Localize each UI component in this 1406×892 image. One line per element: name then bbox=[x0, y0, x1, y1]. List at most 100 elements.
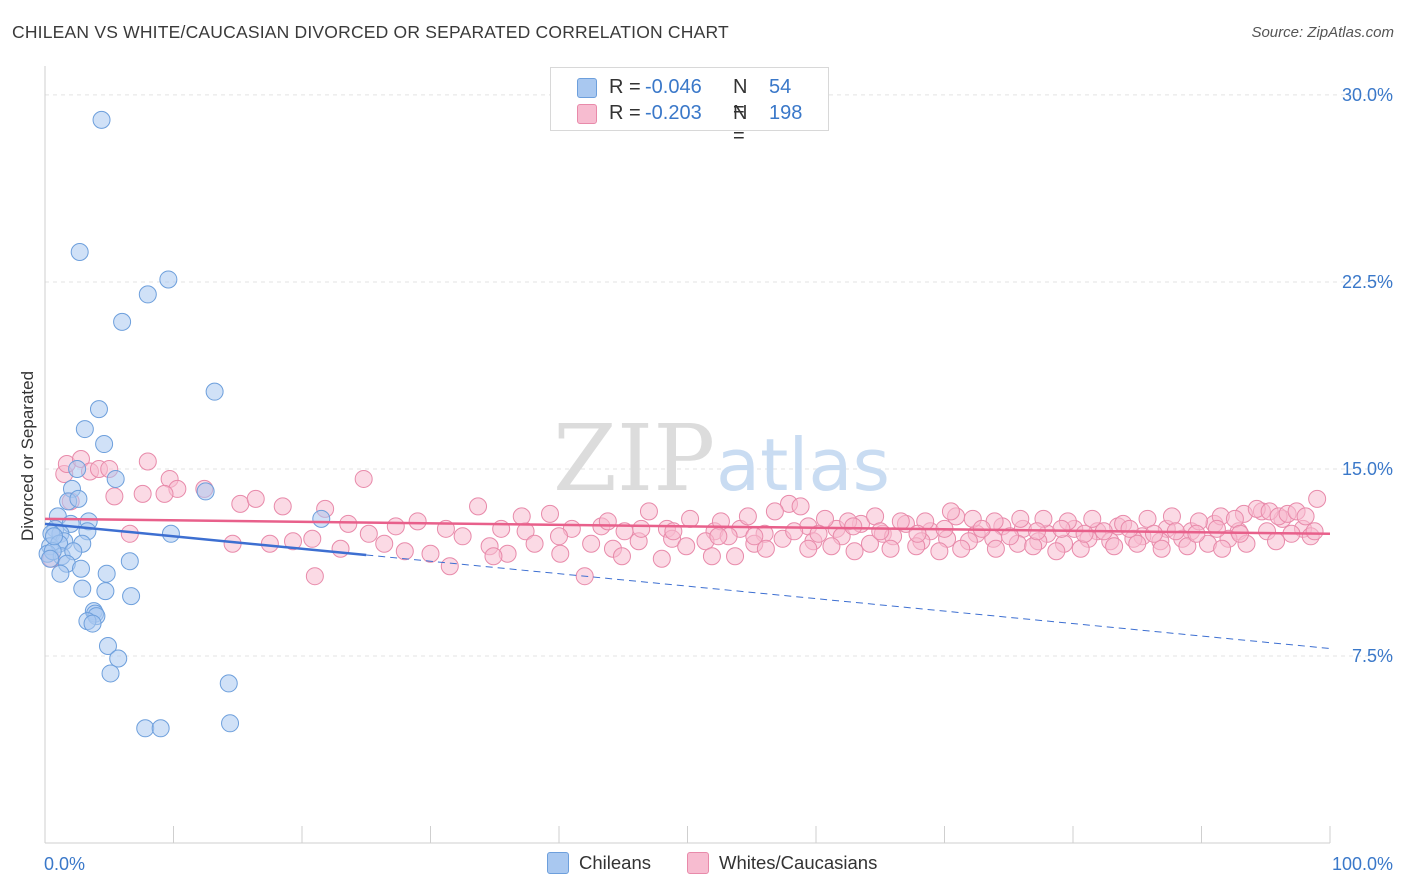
whites-caucasians-point bbox=[866, 507, 885, 526]
legend-n-value: 198 bbox=[769, 102, 803, 124]
chileans-point bbox=[92, 110, 111, 129]
whites-caucasians-point bbox=[785, 522, 804, 541]
chileans-trend-line bbox=[44, 522, 367, 557]
whites-caucasians-point bbox=[952, 539, 971, 558]
whites-caucasians-point bbox=[440, 557, 459, 576]
watermark-zip: ZIP bbox=[553, 405, 715, 512]
whites-caucasians-point bbox=[339, 514, 358, 533]
series-legend: Chileans Whites/Caucasians bbox=[0, 852, 1406, 878]
whites-caucasians-point bbox=[408, 512, 427, 531]
chileans-point bbox=[113, 312, 132, 331]
whites-caucasians-point bbox=[469, 497, 488, 516]
y-axis-title: Divorced or Separated bbox=[18, 371, 37, 541]
whites-caucasians-point bbox=[512, 507, 531, 526]
whites-caucasians-point bbox=[860, 534, 879, 553]
chileans-point bbox=[97, 564, 116, 583]
whites-caucasians-point bbox=[726, 547, 745, 566]
whites-caucasians-point bbox=[1308, 489, 1327, 508]
whites-caucasians-point bbox=[822, 537, 841, 556]
whites-caucasians-point bbox=[612, 547, 631, 566]
chileans-point bbox=[75, 420, 94, 439]
whites-caucasians-point bbox=[677, 537, 696, 556]
y-tick-label: 22.5% bbox=[1342, 272, 1393, 292]
whites-caucasians-point bbox=[765, 502, 784, 521]
chileans-point bbox=[120, 552, 139, 571]
whites-caucasians-point bbox=[133, 484, 152, 503]
whites-caucasians-point bbox=[354, 469, 373, 488]
whites-caucasians-point bbox=[303, 529, 322, 548]
whites-caucasians-point bbox=[395, 542, 414, 561]
x-tick-label-min: 0.0% bbox=[44, 854, 85, 874]
legend-r-value: -0.203 bbox=[645, 102, 702, 124]
chileans-point bbox=[70, 243, 89, 262]
whites-caucasians-point bbox=[550, 527, 568, 546]
chileans-point bbox=[73, 579, 92, 598]
legend-r-label: R = bbox=[609, 102, 641, 124]
whites-caucasians-point bbox=[375, 534, 394, 553]
whites-caucasians-point bbox=[941, 502, 960, 521]
whites-caucasians-point bbox=[260, 534, 279, 553]
chart-title: CHILEAN VS WHITE/CAUCASIAN DIVORCED OR S… bbox=[12, 22, 729, 42]
whites-caucasians-point bbox=[582, 534, 601, 553]
chileans-point bbox=[89, 400, 108, 419]
chileans-point bbox=[221, 714, 240, 733]
chileans-trend-projection bbox=[366, 554, 1331, 650]
whites-caucasians-point bbox=[331, 539, 350, 558]
correlation-legend: R = -0.046 N = 54 R = -0.203 N = 198 bbox=[550, 67, 829, 147]
chileans-series bbox=[38, 110, 331, 738]
whites-caucasians-point bbox=[1011, 509, 1030, 528]
whites-caucasians-point bbox=[881, 539, 900, 558]
chileans-point bbox=[41, 549, 60, 568]
whites-caucasians-point bbox=[709, 527, 728, 546]
legend-n-label: N = bbox=[733, 102, 748, 147]
whites-caucasians-point bbox=[1305, 522, 1324, 541]
legend-r-value: -0.046 bbox=[645, 76, 702, 98]
whites-caucasians-point bbox=[284, 532, 303, 551]
whites-caucasians-point bbox=[1071, 539, 1090, 558]
chart-source: Source: ZipAtlas.com bbox=[1251, 24, 1394, 41]
legend-n-value: 54 bbox=[769, 76, 792, 98]
chileans-point bbox=[196, 482, 215, 501]
whites-caucasians-point bbox=[745, 527, 764, 546]
whites-caucasians-point bbox=[1296, 507, 1315, 526]
legend-swatch-blue bbox=[577, 78, 597, 98]
whites-caucasians-point bbox=[421, 544, 440, 563]
whites-caucasians-point bbox=[453, 527, 472, 546]
whites-caucasians-point bbox=[845, 542, 864, 561]
chileans-point bbox=[101, 664, 120, 683]
legend-item-whites[interactable]: Whites/Caucasians bbox=[687, 852, 877, 874]
gridlines bbox=[45, 94, 1392, 657]
legend-label-whites: Whites/Caucasians bbox=[719, 852, 878, 873]
whites-caucasians-point bbox=[738, 507, 757, 526]
whites-caucasians-point bbox=[1162, 507, 1181, 526]
whites-caucasians-point bbox=[231, 494, 250, 513]
whites-caucasians-point bbox=[246, 489, 265, 508]
legend-item-chileans[interactable]: Chileans bbox=[547, 852, 651, 874]
whites-caucasians-point bbox=[1120, 519, 1139, 538]
whites-caucasians-point bbox=[1001, 527, 1020, 546]
tick-labels: 7.5% 15.0% 22.5% 30.0% 0.0% 100.0% Divorced or… bbox=[18, 85, 1393, 874]
whites-caucasians-point bbox=[359, 524, 378, 543]
chileans-point bbox=[109, 649, 128, 668]
chileans-point bbox=[96, 582, 115, 601]
chileans-point bbox=[44, 527, 63, 546]
whites-caucasians-point bbox=[871, 522, 890, 541]
whites-caucasians-point bbox=[632, 519, 651, 538]
chileans-point bbox=[51, 564, 70, 583]
whites-caucasians-point bbox=[1267, 532, 1286, 551]
whites-caucasians-point bbox=[541, 504, 560, 523]
whites-caucasians-point bbox=[386, 517, 405, 536]
whites-caucasians-point bbox=[1213, 539, 1232, 558]
watermark: ZIP atlas bbox=[553, 405, 890, 512]
whites-caucasians-point bbox=[1047, 542, 1066, 561]
whites-caucasians-point bbox=[930, 542, 949, 561]
whites-caucasians-point bbox=[1128, 534, 1147, 553]
axes bbox=[44, 66, 1331, 844]
whites-caucasians-point bbox=[891, 512, 910, 531]
whites-caucasians-point bbox=[756, 539, 775, 558]
whites-caucasians-point bbox=[844, 517, 863, 536]
whites-caucasians-point bbox=[681, 509, 700, 528]
whites-caucasians-point bbox=[1052, 519, 1071, 538]
whites-caucasians-point bbox=[1075, 524, 1094, 543]
